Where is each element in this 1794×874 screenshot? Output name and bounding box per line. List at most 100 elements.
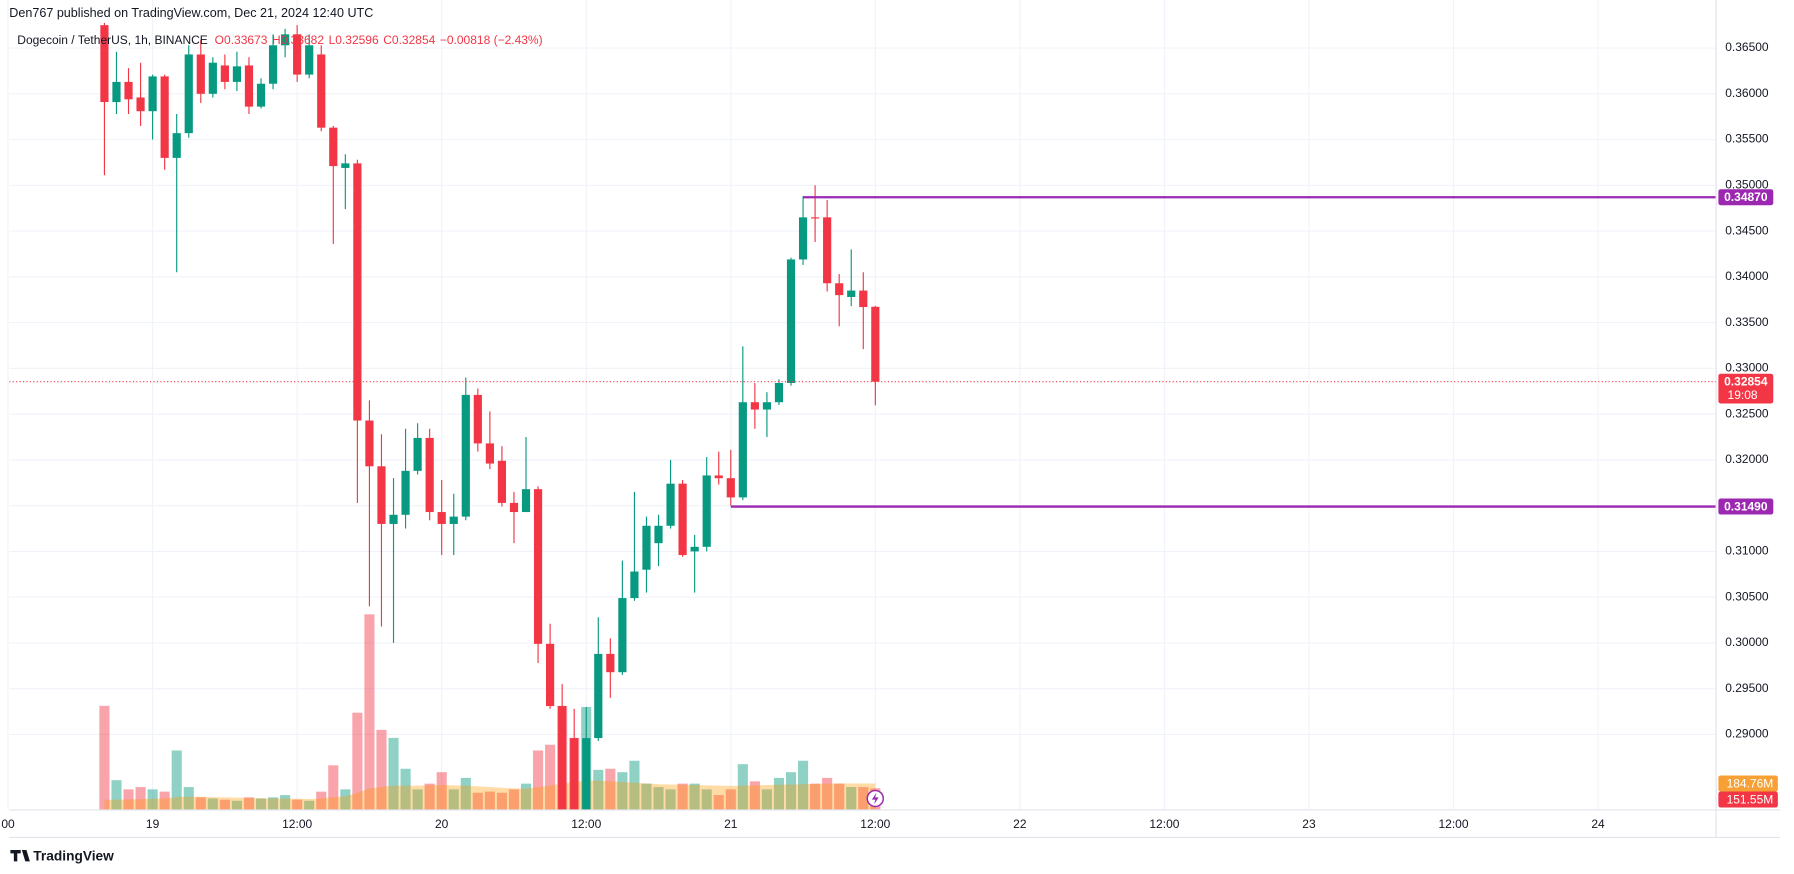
- volume-bar: [629, 760, 640, 810]
- candle-body: [244, 65, 254, 107]
- candle-body: [377, 466, 386, 524]
- y-tick-label: 0.32000: [1725, 452, 1769, 466]
- volume-bar: [135, 787, 146, 810]
- plot-area: [9, 22, 1717, 810]
- candle-body: [678, 483, 687, 556]
- candle-body: [570, 738, 579, 810]
- volume-bar: [352, 712, 363, 810]
- x-tick-label: 12:00: [282, 817, 312, 831]
- volume-bar: [316, 791, 327, 810]
- candle-body: [690, 546, 699, 552]
- y-tick-label: 0.32500: [1725, 406, 1769, 420]
- volume-bar: [653, 787, 664, 810]
- axes: 0.290000.295000.300000.305000.310000.315…: [1, 40, 1778, 831]
- y-tick-label: 0.31000: [1725, 544, 1769, 558]
- candle-body: [148, 76, 157, 112]
- y-tick-label: 0.30500: [1725, 589, 1769, 603]
- volume-bar: [472, 792, 483, 810]
- last-price-label: 0.32854: [1724, 374, 1768, 388]
- candle-body: [112, 81, 121, 103]
- volume-bar: [822, 777, 833, 810]
- volume-bar: [123, 789, 134, 810]
- candle-body: [702, 475, 711, 547]
- candle-body: [726, 478, 735, 498]
- candle-body: [136, 97, 145, 112]
- legend-change: −0.00818 (−2.43%): [440, 33, 543, 47]
- level-tag: [1718, 189, 1774, 206]
- candle-body: [582, 738, 591, 810]
- volume-bar: [460, 777, 471, 810]
- volume-tag-label: 184.76M: [1727, 776, 1774, 790]
- candle-body: [714, 475, 723, 479]
- candle-body: [305, 45, 314, 75]
- volume-tag-label: 151.55M: [1727, 792, 1774, 806]
- candle-body: [485, 443, 494, 464]
- volume-bar: [737, 764, 748, 810]
- level-tag-label: 0.31490: [1724, 499, 1768, 513]
- candle-body: [823, 217, 832, 284]
- x-tick-label: 22: [1013, 817, 1027, 831]
- footer-logo: TradingView: [33, 848, 114, 863]
- candle-body: [533, 489, 543, 644]
- volume-bar: [304, 800, 315, 810]
- candle-body: [160, 76, 169, 158]
- candle-body: [256, 83, 266, 107]
- candle-body: [606, 653, 615, 673]
- x-tick-label: 00: [1, 817, 15, 831]
- candle-body: [425, 437, 434, 513]
- volume-bar: [508, 789, 520, 810]
- candle-body: [847, 290, 856, 297]
- volume-bar: [773, 777, 785, 810]
- x-tick-label: 20: [435, 817, 449, 831]
- x-tick-label: 21: [724, 817, 738, 831]
- x-tick-label: 12:00: [571, 817, 601, 831]
- candle-body: [124, 81, 133, 100]
- publish-header: Den767 published on TradingView.com, Dec…: [9, 6, 373, 20]
- candle-body: [750, 402, 759, 410]
- candle-body: [666, 483, 675, 526]
- candle-body: [184, 54, 193, 134]
- candle-body: [281, 34, 290, 46]
- candle-body: [642, 525, 651, 570]
- y-tick-label: 0.30000: [1725, 635, 1769, 649]
- x-tick-label: 12:00: [860, 817, 890, 831]
- x-tick-label: 24: [1591, 817, 1605, 831]
- candle-body: [618, 598, 627, 673]
- volume-bar: [593, 769, 604, 810]
- x-tick-label: 12:00: [1438, 817, 1468, 831]
- volume-bar: [641, 783, 652, 810]
- candle-body: [811, 217, 820, 219]
- candle-body: [401, 470, 410, 515]
- candle-body: [329, 127, 338, 167]
- volume-bar: [243, 797, 255, 810]
- candle-body: [220, 65, 229, 82]
- volume-bar: [219, 799, 230, 810]
- volume-bar: [436, 772, 447, 810]
- volume-bar: [171, 750, 182, 810]
- volume-bar: [231, 800, 242, 810]
- volume-bar: [761, 789, 772, 810]
- volume-bar: [677, 783, 688, 810]
- legend-close: C0.32854: [383, 33, 435, 47]
- volume-bar: [195, 797, 206, 810]
- volume-bar: [207, 798, 218, 810]
- volume-bar: [834, 783, 845, 810]
- volume-bar: [111, 780, 122, 810]
- grid: [7, 0, 1717, 810]
- volume-tag: [1718, 791, 1778, 808]
- volume-bar: [412, 789, 423, 810]
- countdown-label: 19:08: [1728, 388, 1758, 402]
- candle-body: [461, 394, 470, 517]
- volume-bar: [340, 789, 351, 810]
- candle-body: [546, 643, 555, 707]
- volume-bar: [785, 772, 797, 810]
- volume-bar: [545, 744, 556, 810]
- y-tick-label: 0.33500: [1725, 315, 1769, 329]
- volume-bar: [448, 789, 459, 810]
- volume-bar: [159, 791, 170, 810]
- volume-bar: [713, 795, 724, 810]
- volume-bar: [388, 737, 399, 810]
- candle-body: [473, 394, 482, 444]
- candle-body: [413, 437, 422, 471]
